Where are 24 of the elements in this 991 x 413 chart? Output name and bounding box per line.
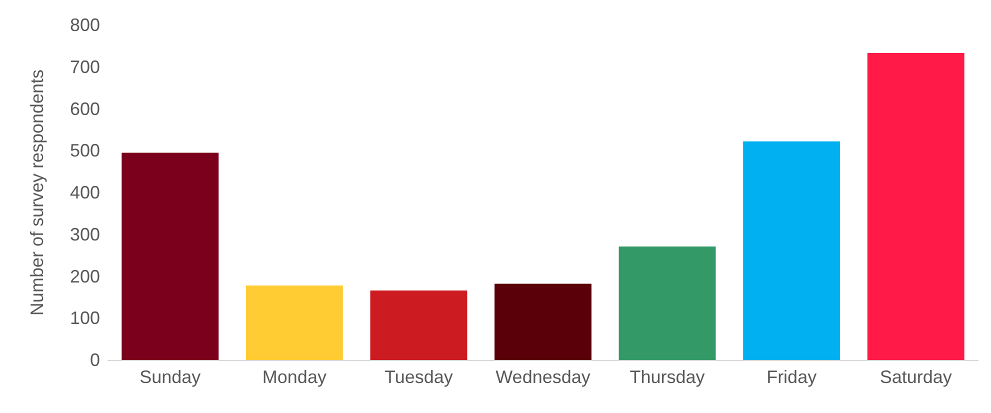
x-tick-label: Wednesday xyxy=(496,367,590,387)
x-tick-label: Thursday xyxy=(630,367,705,387)
y-tick-label: 100 xyxy=(70,308,100,328)
y-axis-title: Number of survey respondents xyxy=(27,69,47,316)
x-tick-label: Tuesday xyxy=(384,367,453,387)
y-tick-label: 300 xyxy=(70,224,100,244)
bar xyxy=(246,285,343,360)
y-tick-label: 200 xyxy=(70,266,100,286)
bar xyxy=(743,141,840,360)
x-tick-label: Saturday xyxy=(880,367,952,387)
bar xyxy=(494,284,592,360)
bar xyxy=(370,290,468,360)
x-tick-label: Monday xyxy=(262,367,326,387)
bar xyxy=(867,53,964,360)
x-tick-label: Sunday xyxy=(140,367,201,387)
y-tick-label: 800 xyxy=(70,15,100,35)
y-tick-label: 500 xyxy=(70,140,100,161)
y-tick-label: 0 xyxy=(90,350,100,370)
y-tick-label: 400 xyxy=(70,182,100,202)
bar xyxy=(618,246,716,360)
x-tick-label: Friday xyxy=(766,367,817,387)
bar xyxy=(122,152,219,360)
y-tick-label: 600 xyxy=(70,98,100,119)
y-tick-label: 700 xyxy=(70,56,100,77)
